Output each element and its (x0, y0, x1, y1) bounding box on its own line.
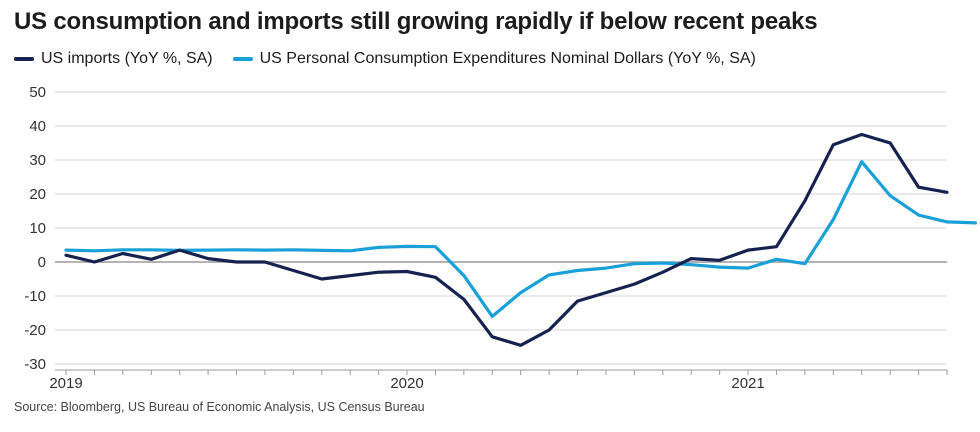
y-tick-label: 0 (38, 254, 46, 271)
y-tick-label: -20 (24, 322, 46, 339)
legend-label-imports: US imports (YoY %, SA) (41, 50, 213, 67)
legend-swatch-imports (14, 57, 34, 61)
x-axis: 2019 2020 2021 (49, 369, 948, 392)
series-line-pce (64, 160, 978, 318)
y-tick-label: 40 (29, 118, 46, 135)
legend-swatch-pce (232, 57, 253, 61)
legend-item-imports: US imports (YoY %, SA) (14, 50, 213, 68)
y-tick-label: -30 (24, 356, 46, 373)
y-tick-label: 30 (29, 152, 46, 169)
legend-item-pce: US Personal Consumption Expenditures Nom… (232, 50, 756, 68)
legend-label-pce: US Personal Consumption Expenditures Nom… (259, 50, 756, 67)
series-lines (64, 132, 978, 347)
x-tick-label: 2021 (731, 375, 764, 392)
chart-title: US consumption and imports still growing… (14, 8, 818, 35)
series-line-imports (64, 132, 949, 347)
legend: US imports (YoY %, SA) US Personal Consu… (14, 50, 776, 68)
y-tick-label: 20 (29, 186, 46, 203)
y-tick-label: -10 (24, 288, 46, 305)
source-note: Source: Bloomberg, US Bureau of Economic… (14, 400, 425, 414)
x-tick-label: 2020 (390, 375, 423, 392)
y-tick-label: 50 (29, 84, 46, 101)
y-axis-ticks: 50 40 30 20 10 0 -10 -20 -30 (24, 84, 46, 373)
gridlines (55, 91, 947, 365)
x-tick-label: 2019 (49, 375, 82, 392)
y-tick-label: 10 (29, 220, 46, 237)
